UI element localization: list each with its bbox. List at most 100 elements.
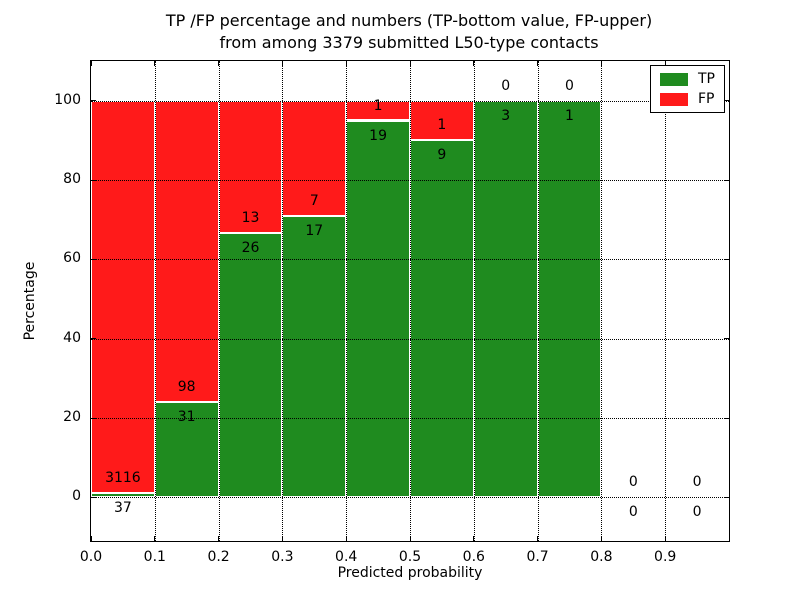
labels-layer: 0.0 0.1 0.2 0.3 0.4 0.5 0.6 0.7 0.8 0.9 0 20 40 60 80 1… [54, 61, 729, 565]
tp-count-label: 31 [177, 409, 196, 426]
x-tickmark-bottom [345, 536, 347, 541]
tp-count-label: 19 [369, 127, 387, 144]
y-tickmark-left [91, 496, 96, 498]
v-gridline [218, 61, 220, 541]
fp-count-label: 3116 [105, 469, 141, 486]
tp-count-label: 9 [437, 147, 447, 164]
y-tickmark-left [91, 417, 96, 419]
tp-count-label: 17 [305, 223, 324, 240]
x-tickmark-bottom [664, 536, 666, 541]
tp-count-label: 3 [501, 107, 511, 124]
tp-count-label: 26 [241, 239, 260, 256]
chart-title: TP /FP percentage and numbers (TP-bottom… [90, 10, 728, 54]
fp-count-label: 0 [501, 77, 511, 94]
legend-label-fp: FP [698, 91, 715, 107]
y-tick-label: 60 [63, 250, 81, 267]
tp-count-label: 0 [628, 504, 638, 521]
chart-title-line2: from among 3379 submitted L50-type conta… [219, 33, 599, 52]
x-tickmark-top [345, 61, 347, 66]
fp-count-label: 13 [241, 209, 260, 226]
v-gridline [346, 61, 348, 541]
x-tick-label: 0.2 [207, 549, 230, 565]
legend: TP FP [650, 65, 725, 113]
tp-color-swatch [660, 72, 688, 86]
bar-tp-segment [91, 492, 155, 498]
v-gridline [537, 61, 539, 541]
v-gridline [665, 61, 667, 541]
x-tickmark-top [90, 61, 92, 66]
x-tickmark-bottom [218, 536, 220, 541]
x-tick-label: 0.5 [398, 549, 422, 565]
grid-layer [91, 61, 729, 541]
x-tickmark-top [154, 61, 156, 66]
y-tick-label: 0 [72, 488, 81, 505]
bar-fp-segment [91, 100, 155, 493]
x-tick-label: 0.8 [590, 549, 613, 565]
v-gridline [410, 61, 411, 541]
x-tick-label: 0.1 [143, 549, 166, 565]
x-tickmark-top [537, 61, 539, 66]
y-tickmark-left [91, 100, 96, 102]
x-tick-label: 0.0 [79, 549, 103, 565]
tp-count-label: 1 [565, 107, 574, 124]
x-tickmark-top [664, 61, 666, 66]
x-tick-label: 0.4 [335, 549, 358, 565]
x-tickmark-bottom [600, 536, 602, 541]
y-tick-label: 40 [63, 329, 81, 346]
tp-count-label: 0 [692, 504, 702, 521]
chart-title-line1: TP /FP percentage and numbers (TP-bottom… [165, 11, 653, 30]
bar-fp-segment [282, 100, 347, 217]
bar-tp-segment [410, 140, 474, 498]
bar-tp-segment [218, 232, 283, 498]
v-gridline [601, 61, 603, 541]
y-tickmark-right [724, 100, 729, 102]
plot-area: 0.0 0.1 0.2 0.3 0.4 0.5 0.6 0.7 0.8 0.9 0 20 40 60 80 1… [22, 60, 730, 581]
legend-label-tp: TP [698, 71, 715, 87]
x-tickmark-bottom [409, 536, 411, 541]
fp-color-swatch [660, 92, 688, 106]
x-axis-label: Predicted probability [337, 565, 483, 581]
x-tickmark-top [600, 61, 602, 66]
bar-tp-segment [346, 120, 410, 498]
y-tickmark-right [724, 338, 729, 340]
x-tickmark-top [218, 61, 220, 66]
fp-count-label: 1 [437, 117, 447, 134]
bar-tp-segment [282, 216, 347, 498]
x-tick-label: 0.9 [654, 549, 677, 565]
y-axis-label: Percentage [22, 261, 38, 341]
y-tickmark-right [724, 179, 729, 181]
y-tickmark-left [91, 258, 96, 260]
tp-count-label: 37 [113, 499, 132, 516]
y-tickmark-right [724, 258, 729, 260]
x-tickmark-bottom [537, 536, 539, 541]
x-tick-label: 0.7 [526, 549, 549, 565]
y-tickmark-left [91, 338, 96, 340]
x-tickmark-bottom [90, 536, 92, 541]
v-gridline [473, 61, 475, 541]
y-tickmark-right [724, 496, 729, 498]
x-tickmark-bottom [473, 536, 475, 541]
ticks-layer [90, 61, 729, 541]
y-tickmark-left [91, 179, 96, 181]
fp-count-label: 1 [373, 97, 383, 114]
bar-fp-segment [154, 100, 219, 403]
y-tickmark-right [724, 417, 729, 419]
x-tickmark-top [473, 61, 475, 66]
fp-count-label: 0 [628, 474, 638, 491]
x-tick-label: 0.6 [462, 549, 485, 565]
legend-entry-tp: TP [660, 72, 715, 86]
x-tickmark-top [409, 61, 411, 66]
y-tick-label: 100 [54, 91, 81, 108]
fp-count-label: 98 [177, 379, 196, 396]
fp-count-label: 7 [309, 193, 319, 210]
x-tickmark-bottom [154, 536, 156, 541]
v-gridline [282, 61, 284, 541]
v-gridline [154, 61, 156, 541]
x-tickmark-top [281, 61, 283, 66]
fp-count-label: 0 [565, 77, 574, 94]
y-tick-label: 80 [63, 171, 81, 187]
x-tick-label: 0.3 [271, 549, 294, 565]
x-tickmark-bottom [281, 536, 283, 541]
y-tick-label: 20 [63, 409, 81, 426]
